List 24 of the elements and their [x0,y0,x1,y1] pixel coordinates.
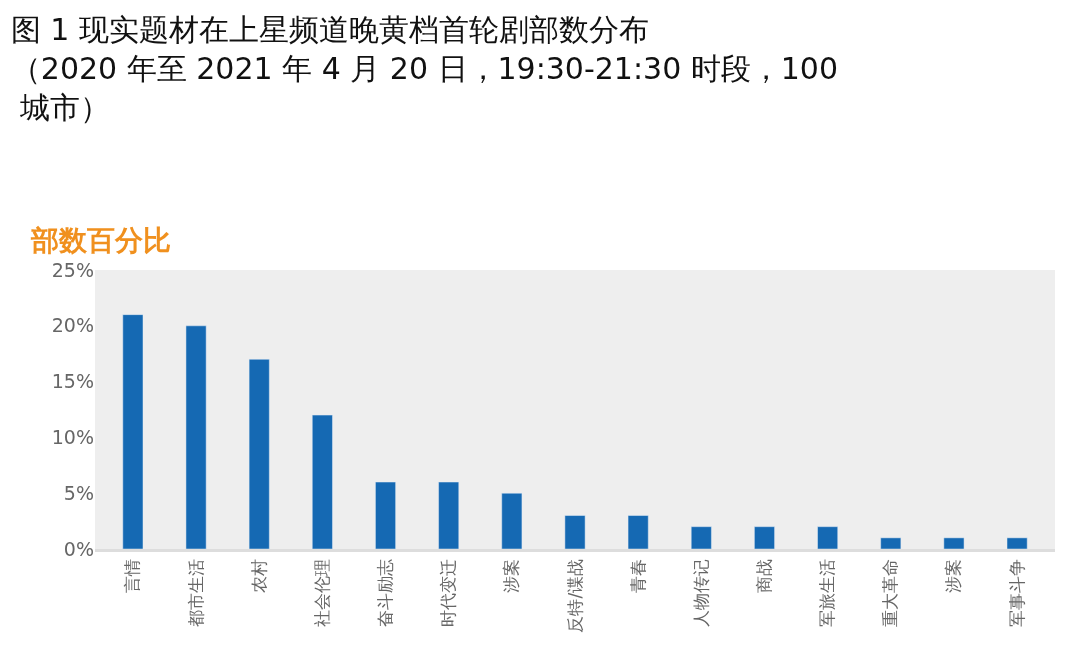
y-tick-label: 10% [51,426,94,449]
x-tick-label: 时代变迁 [438,558,459,627]
x-tick-label: 涉案 [943,558,964,593]
y-tick-label: 15% [51,370,94,393]
chart-title: 图 1 现实题材在上星频道晚黄档首轮剧部数分布 [10,11,649,47]
x-tick-label: 人物传记 [690,558,711,627]
x-tick-label: 农村 [248,558,269,593]
x-tick-label: 社会伦理 [311,558,332,627]
y-tick-label: 25% [51,258,94,281]
x-tick-label: 涉案 [501,558,522,593]
y-tick-label: 20% [51,314,94,337]
x-tick-label: 重大革命 [880,558,901,627]
x-tick-label: 军事斗争 [1006,558,1027,627]
x-tick-label: 军旅生活 [817,558,838,627]
y-tick-label: 0% [63,537,94,560]
x-tick-label: 青春 [627,558,648,593]
x-tick-label: 言情 [122,558,143,593]
chart-subtitle: （2020 年至 2021 年 4 月 20 日，19:30-21:30 时段，100 城市） [10,50,839,125]
y-axis-title: 部数百分比 [30,224,171,257]
y-tick-label: 5% [63,481,94,504]
x-tick-label: 商战 [753,558,774,593]
x-tick-label: 奋斗励志 [375,558,396,627]
x-tick-label: 反特/谍战 [564,558,585,633]
x-tick-label: 都市生活 [185,558,206,627]
